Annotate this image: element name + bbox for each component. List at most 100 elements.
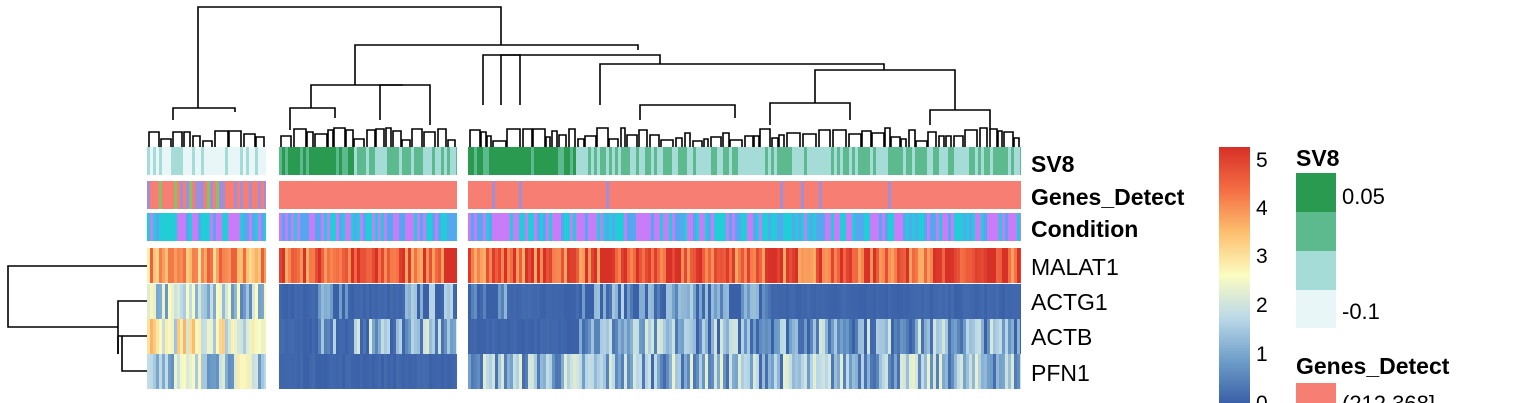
condition-cell [417, 213, 420, 241]
heatmap-cell-actb [207, 319, 210, 354]
heatmap-cell-malat1 [237, 248, 240, 283]
heatmap-cell-actg1 [240, 284, 243, 319]
heatmap-cell-pfn1 [342, 354, 345, 389]
sv8-cell [726, 147, 729, 175]
condition-cell [774, 213, 777, 241]
heatmap-cell-actg1 [591, 284, 594, 319]
genes-detect-cell [720, 181, 723, 209]
heatmap-cell-actg1 [888, 284, 891, 319]
genes-detect-cell [582, 181, 585, 209]
sv8-cell [570, 147, 573, 175]
condition-cell [678, 213, 681, 241]
heatmap-cell-actg1 [285, 284, 288, 319]
genes-detect-cell [336, 181, 339, 209]
dendrogram-leaf [953, 135, 964, 147]
genes-detect-cell [663, 181, 666, 209]
dendrogram-leaf [997, 130, 1003, 147]
heatmap-cell-actg1 [456, 284, 457, 319]
genes-detect-cell [975, 181, 978, 209]
condition-cell [249, 213, 252, 241]
heatmap-cell-actg1 [540, 284, 543, 319]
genes-detect-cell [621, 181, 624, 209]
genes-detect-cell [543, 181, 546, 209]
sv8-cell [1008, 147, 1011, 175]
heatmap-cell-actb [564, 319, 567, 354]
heatmap-cell-actg1 [864, 284, 867, 319]
heatmap-cell-malat1 [363, 248, 366, 283]
condition-cell [900, 213, 903, 241]
condition-cell [921, 213, 924, 241]
heatmap-cell-pfn1 [879, 354, 882, 389]
condition-cell [195, 213, 198, 241]
condition-cell [384, 213, 387, 241]
heatmap-cell-pfn1 [306, 354, 309, 389]
heatmap-cell-malat1 [225, 248, 228, 283]
sv8-cell [249, 147, 252, 175]
heatmap-cell-malat1 [729, 248, 732, 283]
heatmap-cell-actb [321, 319, 324, 354]
heatmap-cell-pfn1 [366, 354, 369, 389]
heatmap-cell-actg1 [174, 284, 177, 319]
sv8-cell [576, 147, 579, 175]
genes-detect-cell [960, 181, 963, 209]
heatmap-cell-pfn1 [492, 354, 495, 389]
heatmap-cell-pfn1 [219, 354, 222, 389]
genes-detect-cell [168, 181, 171, 209]
heatmap-cell-malat1 [369, 248, 372, 283]
genes-detect-cell [243, 181, 246, 209]
genes-detect-cell [147, 181, 150, 209]
genes-detect-cell [333, 181, 336, 209]
heatmap-cell-actb [525, 319, 528, 354]
sv8-cell [615, 147, 618, 175]
condition-cell [846, 213, 849, 241]
condition-cell [513, 213, 516, 241]
heatmap-cell-actb [657, 319, 660, 354]
genes-detect-cell [603, 181, 606, 209]
dendrogram-leaf [608, 138, 619, 147]
heatmap-cell-pfn1 [522, 354, 525, 389]
condition-cell [477, 213, 480, 241]
heatmap-cell-actb [843, 319, 846, 354]
dendrogram-leaf [861, 130, 872, 147]
sv8-cell [330, 147, 333, 175]
genes-detect-cell [321, 181, 324, 209]
condition-cell [369, 213, 372, 241]
heatmap-cell-actg1 [744, 284, 747, 319]
heatmap-cell-malat1 [612, 248, 615, 283]
sv8-cell [516, 147, 519, 175]
heatmap-cell-malat1 [261, 248, 264, 283]
genes-detect-cell [447, 181, 450, 209]
dendrogram-leaf [744, 135, 754, 147]
heatmap-cell-actb [600, 319, 603, 354]
heatmap-cell-pfn1 [210, 354, 213, 389]
heatmap-cell-actb [237, 319, 240, 354]
sv8-cell [294, 147, 297, 175]
heatmap-cell-malat1 [216, 248, 219, 283]
genes-detect-cell [747, 181, 750, 209]
sv8-cell [618, 147, 621, 175]
heatmap-cell-malat1 [474, 248, 477, 283]
heatmap-cell-pfn1 [435, 354, 438, 389]
dendrogram-leaf [522, 128, 533, 147]
heatmap-cell-actb [804, 319, 807, 354]
sv8-cell [399, 147, 402, 175]
sv8-cell [597, 147, 600, 175]
genes-detect-cell [357, 181, 360, 209]
heatmap-cell-pfn1 [252, 354, 255, 389]
condition-cell [855, 213, 858, 241]
heatmap-cell-actg1 [978, 284, 981, 319]
heatmap-cell-malat1 [201, 248, 204, 283]
heatmap-cell-actg1 [582, 284, 585, 319]
heatmap-cell-actg1 [936, 284, 939, 319]
heatmap-cell-malat1 [399, 248, 402, 283]
sv8-cell [444, 147, 447, 175]
heatmap-cell-actb [501, 319, 504, 354]
condition-cell [1011, 213, 1014, 241]
heatmap-cell-malat1 [576, 248, 579, 283]
condition-cell [219, 213, 222, 241]
sv8-cell [396, 147, 399, 175]
heatmap-cell-pfn1 [762, 354, 765, 389]
sv8-cell [489, 147, 492, 175]
heatmap-cell-actb [705, 319, 708, 354]
heatmap-cell-actg1 [168, 284, 171, 319]
